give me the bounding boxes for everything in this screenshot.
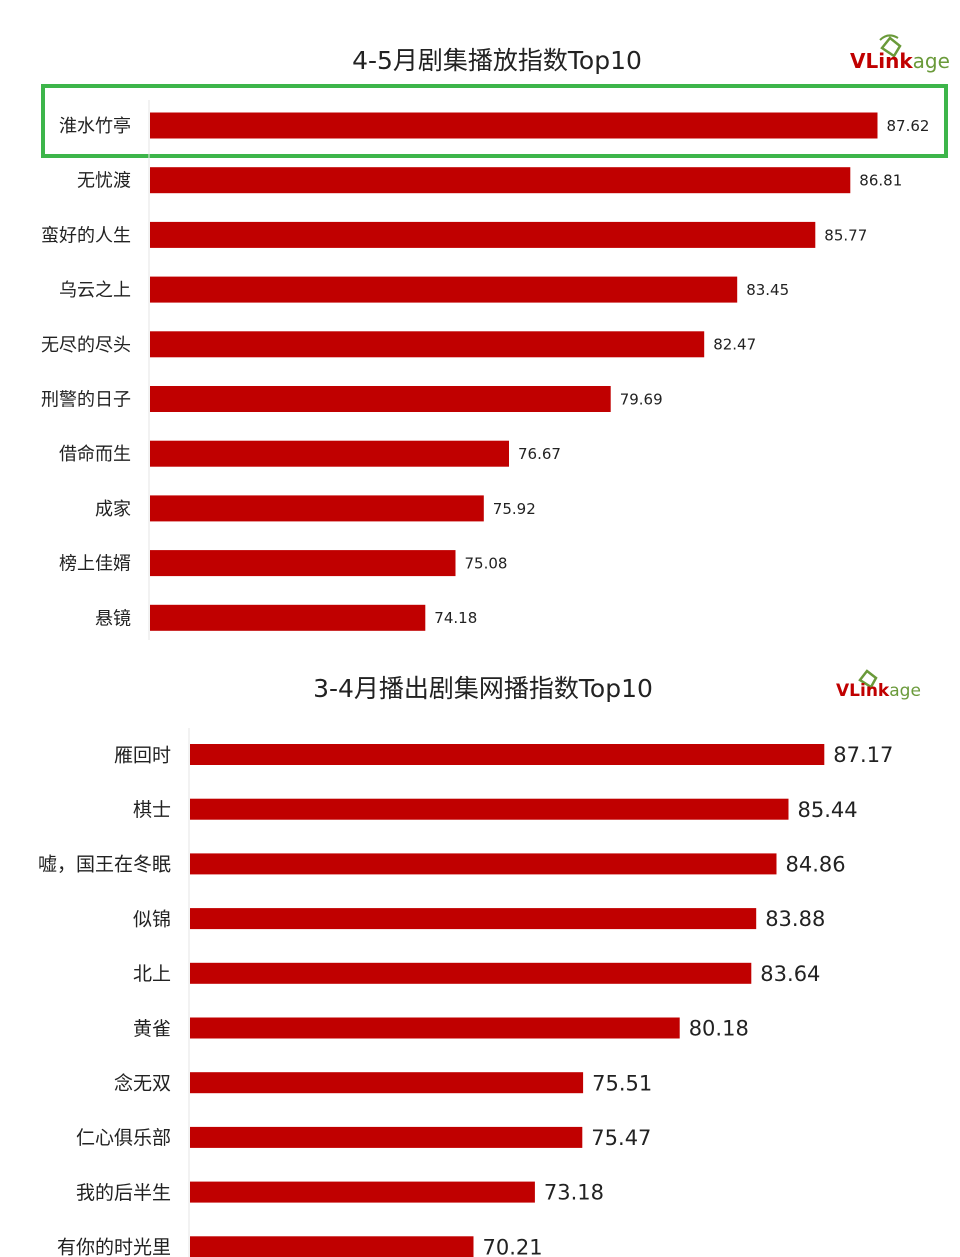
chart-1-category-label: 悬镜 bbox=[95, 608, 131, 629]
chart-2-value-label: 83.88 bbox=[765, 907, 825, 931]
chart-1-title: 4-5月剧集播放指数Top10 bbox=[352, 46, 642, 75]
chart-1-category-label: 借命而生 bbox=[59, 444, 131, 465]
chart-2-category-label: 似锦 bbox=[133, 908, 171, 930]
chart-1-category-label: 蛮好的人生 bbox=[41, 225, 131, 246]
chart-2-category-label: 雁回时 bbox=[114, 744, 171, 766]
chart-2: 3-4月播出剧集网播指数Top10 VLinkage 雁回时 87.17 棋士 85.… bbox=[38, 669, 921, 1257]
chart-1-category-label: 刑警的日子 bbox=[41, 390, 131, 411]
chart-1-value-label: 75.08 bbox=[465, 555, 508, 573]
chart-1-logo: VLinkage bbox=[850, 34, 950, 73]
chart-1-value-label: 83.45 bbox=[746, 281, 789, 299]
chart-1-category-label: 成家 bbox=[95, 499, 131, 520]
chart-2-bar bbox=[190, 1072, 584, 1094]
chart-1-value-label: 82.47 bbox=[713, 336, 756, 354]
chart-2-category-label: 我的后半生 bbox=[76, 1182, 171, 1204]
chart-1-category-label: 淮水竹亭 bbox=[59, 116, 131, 137]
chart-2-value-label: 75.47 bbox=[591, 1126, 651, 1150]
chart-2-value-label: 73.18 bbox=[544, 1181, 604, 1205]
chart-2-category-label: 黄雀 bbox=[133, 1018, 171, 1040]
chart-2-marks: 雁回时 87.17 棋士 85.44 嘘，国王在冬眠 84.86 似锦 83.88 北上 83.6… bbox=[38, 743, 893, 1257]
chart-2-value-label: 70.21 bbox=[483, 1235, 543, 1257]
chart-1-bar bbox=[150, 276, 738, 303]
chart-2-bar bbox=[190, 962, 752, 984]
chart-2-bar bbox=[190, 908, 757, 930]
chart-1-value-label: 86.81 bbox=[859, 172, 902, 190]
chart-1-value-label: 76.67 bbox=[518, 445, 561, 463]
chart-1-marks: 淮水竹亭 87.62 无忧渡 86.81 蛮好的人生 85.77 乌云之上 83.45 无尽的尽… bbox=[41, 112, 930, 631]
chart-2-bar bbox=[190, 798, 789, 820]
chart-1-bar bbox=[150, 550, 456, 577]
chart-1-bar bbox=[150, 221, 816, 248]
chart-1-value-label: 87.62 bbox=[887, 117, 930, 135]
chart-2-bar bbox=[190, 1181, 535, 1203]
chart-2-value-label: 83.64 bbox=[760, 962, 820, 986]
chart-2-category-label: 念无双 bbox=[114, 1072, 171, 1095]
chart-2-bar bbox=[190, 744, 825, 765]
chart-2-value-label: 87.17 bbox=[833, 743, 893, 767]
chart-1-bar bbox=[150, 167, 851, 194]
chart-2-category-label: 仁心俱乐部 bbox=[76, 1127, 171, 1149]
chart-2-value-label: 80.18 bbox=[689, 1017, 749, 1041]
chart-2-value-label: 75.51 bbox=[592, 1071, 652, 1095]
chart-1-value-label: 79.69 bbox=[620, 390, 663, 408]
chart-1-value-label: 75.92 bbox=[493, 500, 536, 518]
chart-2-value-label: 85.44 bbox=[798, 798, 858, 822]
chart-2-category-label: 北上 bbox=[133, 963, 171, 985]
chart-2-logo: VLinkage bbox=[836, 669, 921, 701]
chart-1-value-label: 85.77 bbox=[824, 226, 867, 244]
chart-1-bar bbox=[150, 112, 878, 139]
chart-1-bar bbox=[150, 331, 705, 358]
chart-2-title: 3-4月播出剧集网播指数Top10 bbox=[313, 674, 653, 703]
chart-2-logo-icon bbox=[858, 669, 878, 689]
chart-1-category-label: 无尽的尽头 bbox=[41, 335, 131, 356]
chart-2-category-label: 棋士 bbox=[133, 799, 171, 821]
chart-1-category-label: 无忧渡 bbox=[77, 171, 131, 192]
chart-1: 4-5月剧集播放指数Top10 VLinkage 淮水竹亭 87.62 无忧渡 86.… bbox=[41, 34, 950, 640]
chart-1-bar bbox=[150, 440, 509, 467]
chart-2-bar bbox=[190, 1126, 583, 1148]
chart-1-bar bbox=[150, 495, 484, 522]
chart-1-highlight-frame bbox=[41, 84, 948, 158]
chart-1-category-label: 榜上佳婿 bbox=[59, 554, 131, 575]
chart-1-value-label: 74.18 bbox=[434, 609, 477, 627]
chart-2-bar bbox=[190, 1236, 474, 1257]
chart-1-category-label: 乌云之上 bbox=[59, 280, 131, 301]
chart-2-category-label: 嘘，国王在冬眠 bbox=[38, 854, 171, 876]
chart-1-bar bbox=[150, 604, 426, 631]
chart-2-category-label: 有你的时光里 bbox=[57, 1237, 171, 1257]
chart-2-bar bbox=[190, 1017, 680, 1039]
chart-1-logo-icon bbox=[879, 34, 902, 58]
chart-1-bar bbox=[150, 386, 611, 412]
chart-2-bar bbox=[190, 853, 777, 875]
chart-2-value-label: 84.86 bbox=[786, 853, 846, 877]
chart-1-logo-text: VLinkage bbox=[850, 49, 950, 73]
chart-2-logo-text: VLinkage bbox=[836, 681, 921, 701]
